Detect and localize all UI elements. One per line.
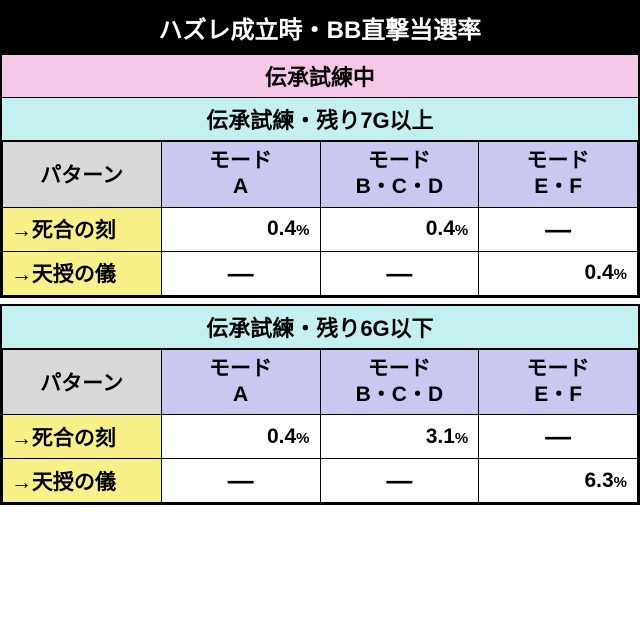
- pattern-header: パターン: [3, 349, 162, 415]
- value-cell: 0.4%: [479, 251, 638, 295]
- dash-cell: ―: [320, 251, 479, 295]
- subsection-header-1: 伝承試練・残り7G以上: [0, 98, 640, 141]
- dash-cell: ―: [161, 251, 320, 295]
- mode-bcd-header: モードB・C・D: [320, 349, 479, 415]
- row-label: →死合の刻: [3, 415, 162, 459]
- mode-a-header: モードA: [161, 142, 320, 208]
- main-section-header: 伝承試練中: [0, 55, 640, 98]
- mode-ef-header: モードE・F: [479, 349, 638, 415]
- value-cell: 6.3%: [479, 459, 638, 503]
- mode-bcd-header: モードB・C・D: [320, 142, 479, 208]
- dash-cell: ―: [320, 459, 479, 503]
- row-label: →死合の刻: [3, 207, 162, 251]
- pattern-header: パターン: [3, 142, 162, 208]
- dash-cell: ―: [479, 207, 638, 251]
- table-row: →天授の儀 ― ― 6.3%: [3, 459, 638, 503]
- row-label: →天授の儀: [3, 251, 162, 295]
- table-1: パターン モードA モードB・C・D モードE・F →死合の刻 0.4% 0.4…: [0, 141, 640, 298]
- table-2: パターン モードA モードB・C・D モードE・F →死合の刻 0.4% 3.1…: [0, 349, 640, 506]
- table-row: →死合の刻 0.4% 3.1% ―: [3, 415, 638, 459]
- value-cell: 0.4%: [161, 415, 320, 459]
- subsection-header-2: 伝承試練・残り6G以下: [0, 304, 640, 349]
- value-cell: 0.4%: [161, 207, 320, 251]
- mode-a-header: モードA: [161, 349, 320, 415]
- table-row: →死合の刻 0.4% 0.4% ―: [3, 207, 638, 251]
- value-cell: 3.1%: [320, 415, 479, 459]
- dash-cell: ―: [479, 415, 638, 459]
- mode-ef-header: モードE・F: [479, 142, 638, 208]
- table-header-row: パターン モードA モードB・C・D モードE・F: [3, 349, 638, 415]
- table-header-row: パターン モードA モードB・C・D モードE・F: [3, 142, 638, 208]
- row-label: →天授の儀: [3, 459, 162, 503]
- value-cell: 0.4%: [320, 207, 479, 251]
- dash-cell: ―: [161, 459, 320, 503]
- main-title: ハズレ成立時・BB直撃当選率: [0, 0, 640, 55]
- table-row: →天授の儀 ― ― 0.4%: [3, 251, 638, 295]
